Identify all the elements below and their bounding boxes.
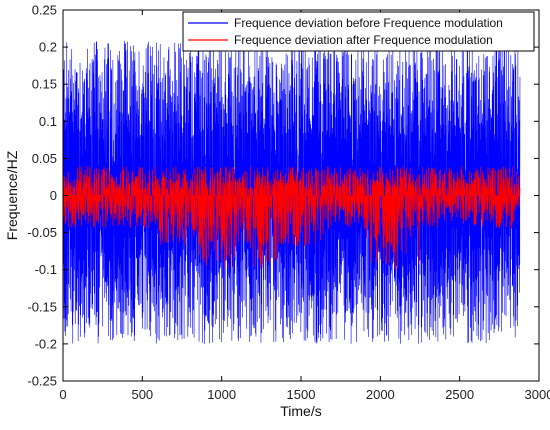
- legend-label-after: Frequence deviation after Frequence modu…: [234, 33, 493, 47]
- y-tick-label: 0.05: [32, 151, 57, 166]
- series-after-modulation: [62, 165, 521, 270]
- legend-box: [182, 11, 535, 52]
- y-tick-label: 0.2: [39, 40, 57, 55]
- y-tick-label: 0.25: [32, 3, 57, 18]
- y-tick-label: -0.15: [27, 299, 57, 314]
- y-tick-label: 0.15: [32, 77, 57, 92]
- y-axis-label: Frequence/HZ: [4, 150, 20, 240]
- y-tick-label: -0.2: [35, 336, 57, 351]
- x-tick-label: 2000: [366, 387, 395, 402]
- legend: Frequence deviation before Frequence mod…: [182, 11, 535, 52]
- y-tick-label: -0.05: [27, 225, 57, 240]
- x-tick-label: 2500: [445, 387, 474, 402]
- y-tick-label: 0.1: [39, 114, 57, 129]
- y-tick-label: 0: [50, 188, 57, 203]
- x-tick-label: 3000: [525, 387, 550, 402]
- x-tick-label: 0: [59, 387, 66, 402]
- y-tick-label: -0.1: [35, 262, 57, 277]
- x-tick-label: 1500: [287, 387, 316, 402]
- x-axis-label: Time/s: [280, 403, 321, 419]
- legend-label-before: Frequence deviation before Frequence mod…: [234, 16, 503, 30]
- y-axis: -0.25 -0.2 -0.15 -0.1 -0.05 0 0.05 0.1 0.15 0.2 0.…: [27, 3, 539, 389]
- x-tick-label: 1000: [207, 387, 236, 402]
- series-after-line: [62, 165, 521, 270]
- y-tick-label: -0.25: [27, 374, 57, 389]
- x-axis: 0 500 1000 1500 2000 2500 3000: [59, 10, 550, 402]
- x-tick-label: 500: [131, 387, 153, 402]
